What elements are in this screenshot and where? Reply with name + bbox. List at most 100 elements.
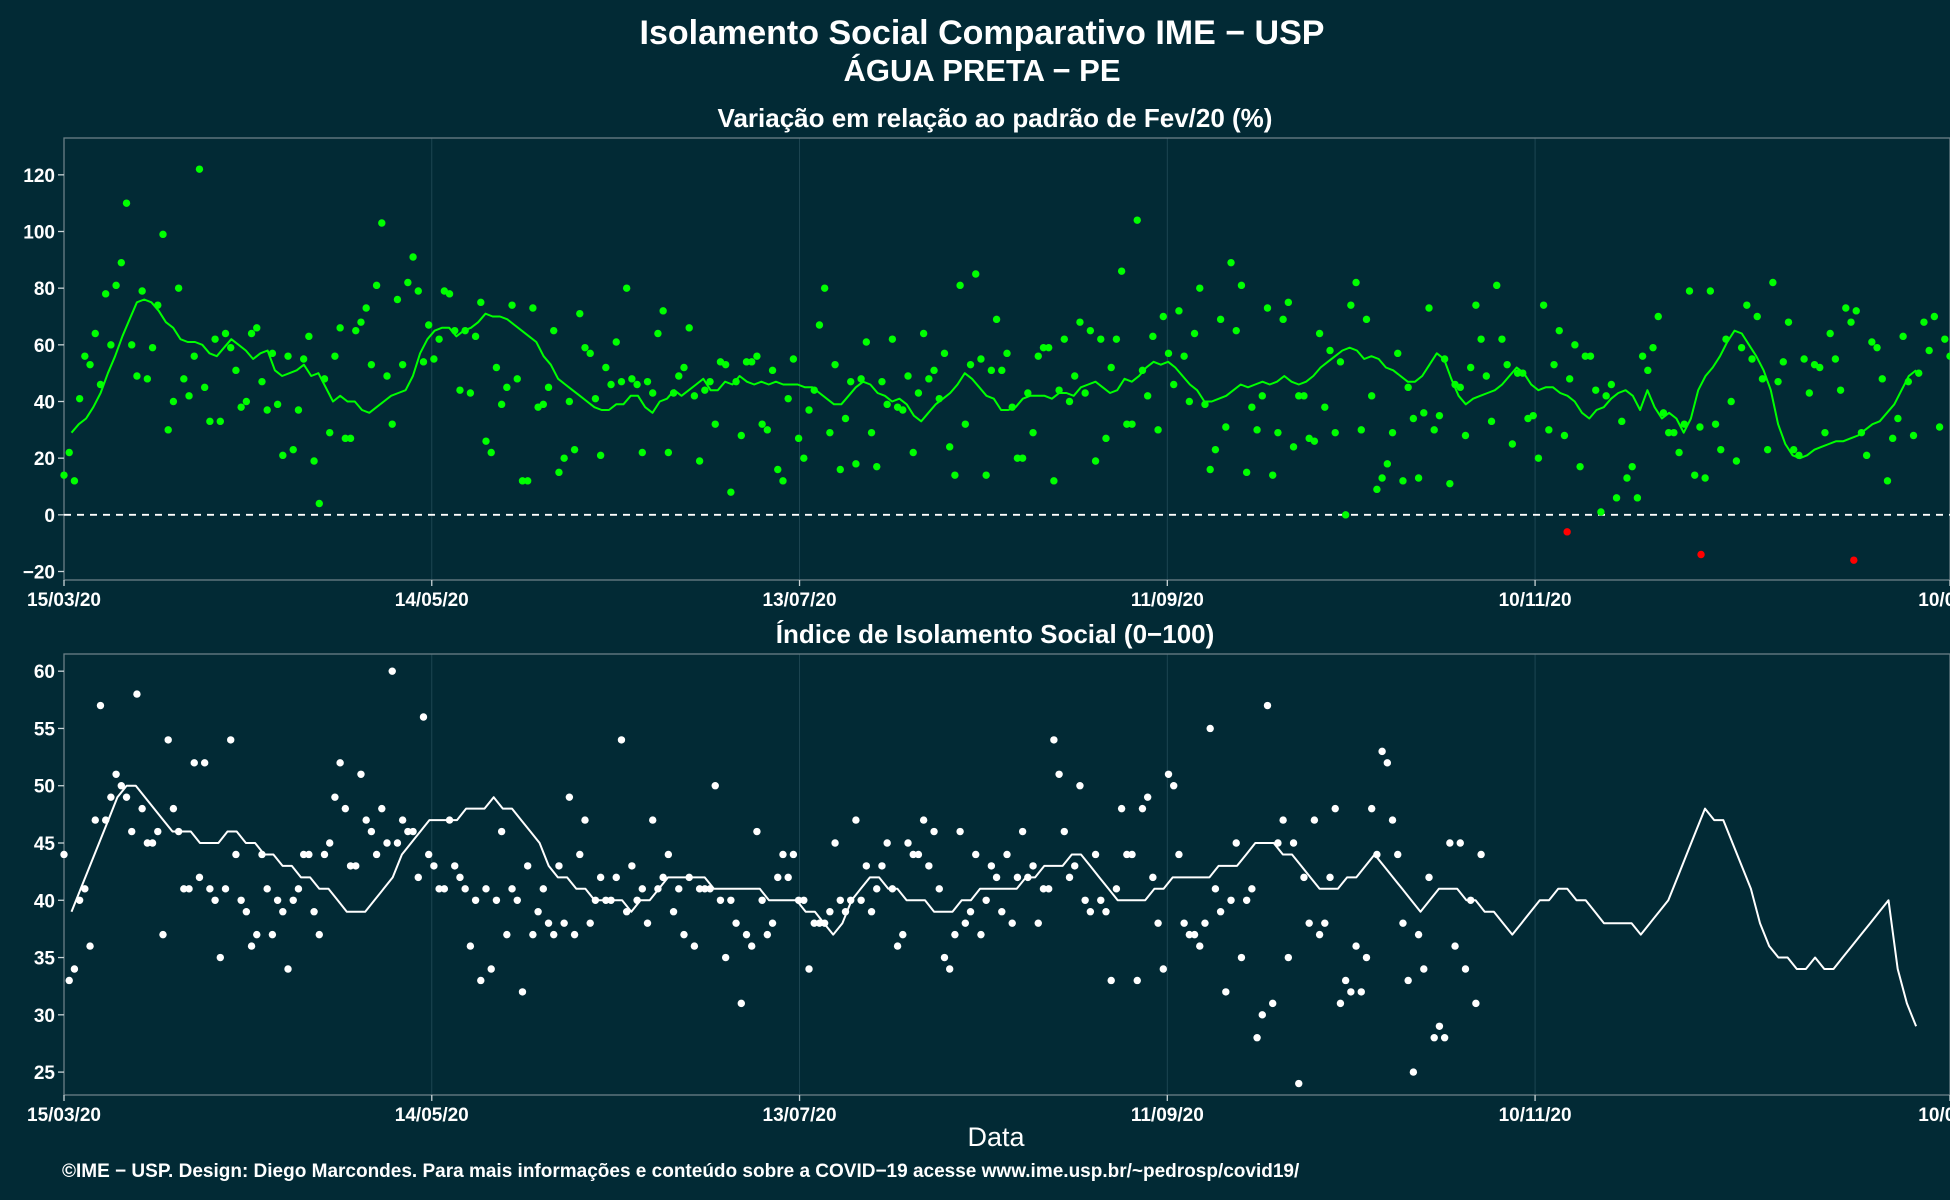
data-point	[237, 403, 245, 411]
data-point	[919, 816, 928, 824]
data-point	[497, 827, 506, 836]
data-point	[1295, 392, 1303, 400]
data-point	[1013, 454, 1022, 462]
data-point	[1284, 298, 1293, 307]
data-point	[826, 428, 834, 437]
data-point	[430, 355, 438, 363]
data-point	[117, 258, 126, 267]
data-point	[362, 304, 370, 312]
data-point	[732, 919, 740, 927]
data-point	[503, 930, 511, 939]
data-point	[1248, 403, 1256, 411]
data-point	[232, 366, 240, 375]
data-point	[1357, 426, 1365, 434]
data-point	[1466, 363, 1475, 372]
data-point	[320, 850, 329, 859]
data-point	[1352, 942, 1360, 950]
data-point	[930, 366, 938, 375]
data-point	[247, 942, 256, 950]
data-point	[873, 885, 881, 893]
data-point	[1628, 462, 1636, 471]
data-point	[1227, 896, 1235, 904]
data-point	[466, 942, 475, 950]
data-point	[107, 793, 115, 801]
data-point	[195, 165, 204, 173]
data-point	[211, 896, 219, 904]
data-point	[1779, 358, 1787, 366]
data-point	[925, 375, 933, 383]
data-point	[180, 375, 188, 383]
data-point	[852, 816, 860, 824]
data-point	[273, 400, 282, 409]
data-point	[1321, 919, 1329, 927]
data-point	[972, 270, 980, 278]
data-point	[315, 499, 323, 508]
data-point	[1597, 508, 1605, 516]
data-point	[310, 457, 318, 465]
index-panel: 25 30 35 40 45 50 55 60 15/03/20 14/05/20 13/07/20…	[27, 653, 1950, 1126]
data-point	[1539, 301, 1548, 309]
data-point	[654, 329, 662, 338]
data-point	[1060, 827, 1069, 836]
data-point	[1883, 477, 1892, 485]
data-point	[1550, 360, 1558, 369]
data-point	[91, 816, 99, 824]
data-point	[1560, 431, 1569, 440]
data-point	[690, 392, 699, 400]
data-point	[763, 930, 772, 939]
data-point	[607, 380, 615, 389]
data-point	[966, 908, 975, 916]
data-point	[1263, 701, 1272, 710]
data-point	[951, 930, 959, 939]
data-point	[1737, 343, 1746, 352]
data-point	[1143, 392, 1152, 400]
data-point	[336, 324, 344, 332]
data-point	[414, 287, 422, 295]
data-point	[1170, 782, 1178, 790]
data-point	[649, 816, 657, 824]
data-point	[1425, 304, 1433, 312]
data-point	[560, 919, 568, 927]
data-point	[1154, 426, 1162, 434]
data-point	[706, 377, 714, 386]
data-point	[560, 454, 568, 462]
data-point	[456, 386, 464, 394]
data-point	[1435, 411, 1444, 420]
data-point	[1149, 873, 1157, 882]
data-point	[596, 873, 605, 882]
data-point	[357, 770, 365, 778]
data-point	[841, 414, 850, 423]
data-point	[1888, 434, 1897, 443]
data-point	[487, 448, 495, 457]
data-point	[1190, 930, 1199, 939]
y-tick-label: 35	[34, 949, 56, 970]
data-point	[1201, 919, 1209, 927]
data-point	[180, 885, 188, 893]
data-point	[60, 471, 68, 479]
data-point	[956, 827, 964, 836]
data-point	[143, 375, 152, 383]
data-point	[508, 885, 516, 893]
data-point	[86, 360, 94, 369]
data-point	[1039, 343, 1048, 352]
data-point	[404, 278, 412, 287]
data-point	[508, 301, 516, 309]
data-point	[279, 908, 287, 916]
data-point	[1232, 839, 1240, 847]
data-point	[1326, 873, 1334, 882]
data-point	[899, 930, 907, 939]
data-point	[1248, 885, 1256, 893]
data-point	[1493, 281, 1501, 290]
x-tick-label: 13/07/20	[763, 590, 837, 611]
data-point	[1300, 392, 1308, 400]
data-point	[742, 358, 751, 366]
negative-point	[1850, 556, 1858, 564]
data-point	[1753, 312, 1761, 321]
data-point	[909, 448, 917, 457]
data-point	[862, 338, 871, 346]
data-point	[206, 885, 214, 893]
data-point	[294, 885, 303, 893]
data-point	[586, 919, 594, 927]
data-point	[477, 976, 485, 985]
data-point	[675, 372, 683, 380]
